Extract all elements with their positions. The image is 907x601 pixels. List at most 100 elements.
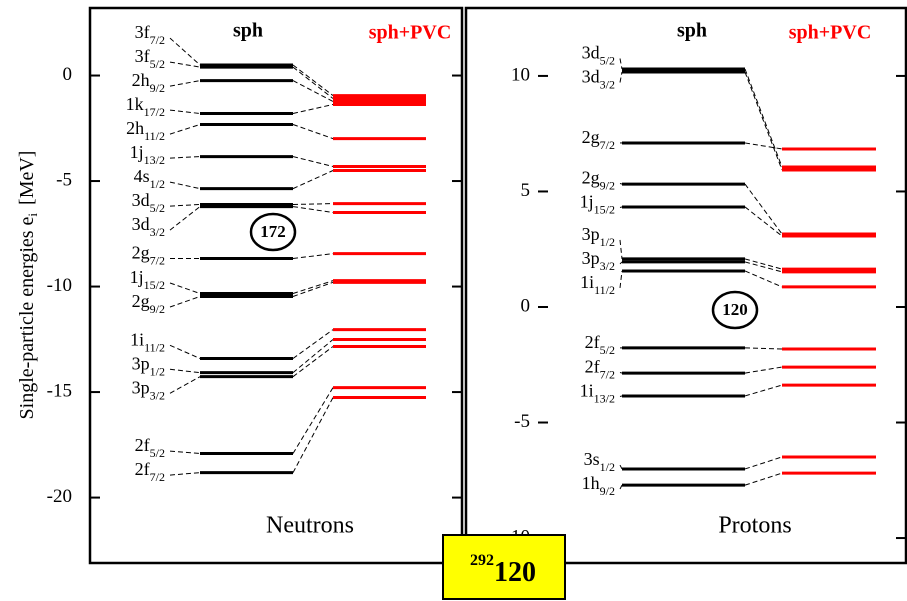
level-name: 1j — [580, 192, 594, 212]
level-name: 1h — [582, 473, 600, 493]
level-j: 5/2 — [150, 201, 165, 215]
y-tick-label: -20 — [47, 486, 72, 507]
level-connector — [744, 384, 783, 397]
level-j: 17/2 — [144, 105, 165, 119]
label-leader — [619, 239, 623, 259]
level-label: 3p3/2 — [582, 248, 615, 273]
level-label: 1i11/2 — [130, 329, 165, 354]
y-tick-label: -5 — [514, 411, 530, 432]
level-j: 9/2 — [150, 81, 165, 95]
level-name: 3p — [132, 377, 150, 397]
panel-frame — [464, 6, 907, 565]
level-name: 2f — [135, 459, 150, 479]
y-tick-label: 10 — [511, 64, 530, 85]
level-j: 9/2 — [600, 178, 615, 192]
level-label: 3f7/2 — [135, 22, 165, 47]
label-leader — [169, 80, 201, 87]
level-name: 3d — [132, 214, 150, 234]
level-label: 2g9/2 — [582, 168, 615, 193]
level-j: 7/2 — [600, 367, 615, 381]
level-j: 5/2 — [150, 446, 165, 460]
level-name: 3f — [135, 46, 150, 66]
level-connector — [292, 280, 334, 294]
y-tick-label: 0 — [63, 64, 73, 85]
level-label: 2g7/2 — [132, 243, 165, 268]
level-name: 3d — [132, 190, 150, 210]
level-label: 3d5/2 — [582, 43, 615, 68]
level-label: 1h9/2 — [582, 473, 615, 498]
level-name: 2h — [126, 118, 144, 138]
level-label: 3d3/2 — [132, 214, 165, 239]
level-label: 2g9/2 — [132, 291, 165, 316]
level-name: 1k — [126, 94, 144, 114]
level-label: 2f5/2 — [135, 435, 165, 460]
level-name: 1i — [580, 272, 594, 292]
level-label: 3p3/2 — [132, 377, 165, 402]
level-label: 3f5/2 — [135, 46, 165, 71]
level-name: 1j — [130, 142, 144, 162]
label-leader — [169, 124, 201, 135]
level-name: 2f — [585, 357, 600, 377]
level-label: 3d3/2 — [582, 67, 615, 92]
label-leader — [169, 472, 201, 476]
level-connector — [292, 329, 334, 359]
level-connector — [292, 206, 334, 213]
level-j: 13/2 — [144, 153, 165, 167]
level-name: 2g — [582, 168, 600, 188]
y-axis-title: Single-particle energies ei [MeV] — [16, 151, 40, 420]
label-leader — [169, 37, 201, 66]
level-j: 3/2 — [150, 225, 165, 239]
level-connector — [744, 142, 783, 150]
y-tick-label: -5 — [56, 169, 72, 190]
level-label: 1j15/2 — [580, 192, 615, 217]
level-name: 2g — [132, 291, 150, 311]
level-connector — [292, 170, 334, 190]
column-header: sph+PVC — [789, 22, 872, 44]
level-label: 2g7/2 — [582, 127, 615, 152]
label-leader — [169, 368, 201, 374]
level-j: 7/2 — [600, 138, 615, 152]
level-j: 3/2 — [600, 259, 615, 273]
label-leader — [169, 282, 201, 294]
level-label: 3s1/2 — [584, 449, 615, 474]
level-connector — [744, 456, 783, 470]
label-leader — [619, 261, 623, 265]
level-name: 3s — [584, 449, 600, 469]
nucleus-box — [442, 534, 566, 600]
level-connector — [744, 261, 783, 273]
level-name: 1i — [130, 329, 144, 349]
level-connector — [744, 68, 783, 168]
level-connector — [292, 253, 334, 259]
level-label: 2f7/2 — [585, 357, 615, 382]
level-label: 3p1/2 — [132, 353, 165, 378]
label-leader — [169, 344, 201, 359]
label-leader — [619, 464, 623, 470]
label-leader — [169, 296, 201, 308]
level-label: 1j13/2 — [130, 142, 165, 167]
label-leader — [619, 183, 623, 185]
level-name: 3p — [132, 353, 150, 373]
level-label: 1j15/2 — [130, 267, 165, 292]
level-j: 11/2 — [144, 340, 165, 354]
y-tick-label: 5 — [521, 180, 531, 201]
level-connector — [292, 281, 334, 297]
label-leader — [619, 206, 623, 208]
level-connector — [292, 397, 334, 473]
level-j: 9/2 — [600, 484, 615, 498]
magic-circle — [711, 290, 759, 330]
magic-number: 172 — [260, 222, 286, 241]
label-leader — [619, 58, 623, 70]
y-tick-label: -15 — [47, 380, 72, 401]
level-j: 7/2 — [150, 253, 165, 267]
level-j: 15/2 — [594, 202, 615, 216]
level-name: 4s — [134, 166, 150, 186]
label-leader — [619, 270, 623, 288]
level-name: 2h — [132, 70, 150, 90]
level-connector — [744, 270, 783, 288]
level-j: 1/2 — [600, 460, 615, 474]
label-leader — [169, 109, 201, 115]
level-j: 3/2 — [600, 77, 615, 91]
level-name: 3d — [582, 43, 600, 63]
level-connector — [292, 124, 334, 140]
